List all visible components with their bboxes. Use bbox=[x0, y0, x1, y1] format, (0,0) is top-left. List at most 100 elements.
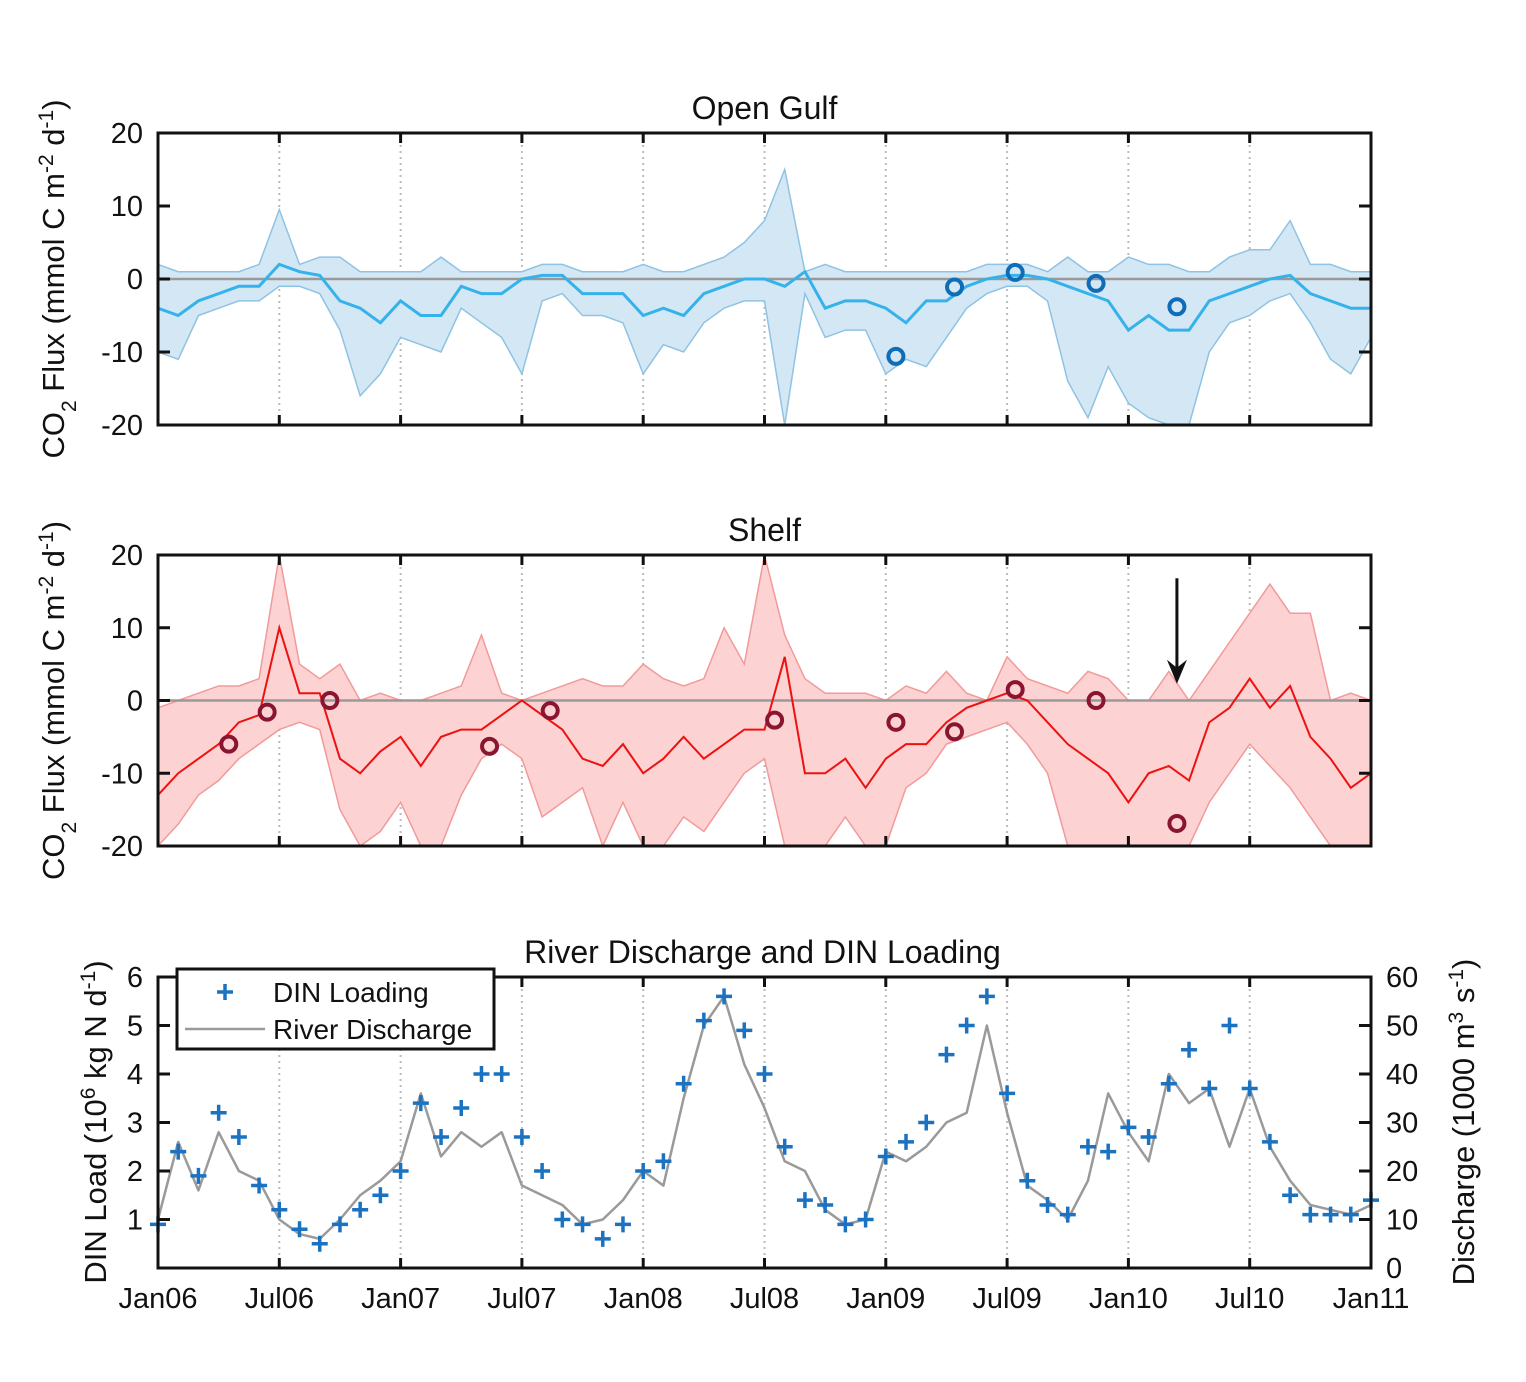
y-right-axis-label-part: 3 bbox=[1445, 1012, 1468, 1024]
x-tick-label: Jan11 bbox=[1333, 1283, 1410, 1315]
y-right-axis-label-part: ) bbox=[1446, 959, 1481, 969]
din-loading-marker bbox=[352, 1201, 369, 1218]
y-left-axis-label-part: 6 bbox=[77, 1088, 100, 1100]
y-tick-label: 20 bbox=[111, 540, 143, 572]
y-left-axis-label-part: -1 bbox=[77, 971, 100, 990]
din-loading-marker bbox=[614, 1216, 631, 1233]
observation-marker bbox=[765, 710, 785, 730]
din-loading-marker bbox=[1140, 1129, 1157, 1146]
x-tick-label: Jul10 bbox=[1215, 1283, 1284, 1315]
y-axis-label-part: CO bbox=[36, 412, 71, 459]
y-axis-label: CO2 Flux (mmol C m-2 d-1) bbox=[35, 521, 81, 880]
x-tick-label: Jan10 bbox=[1089, 1283, 1168, 1315]
din-loading-marker bbox=[190, 1167, 207, 1184]
y-right-axis-label-part: Discharge (1000 m bbox=[1446, 1023, 1481, 1285]
y-left-tick-label: 5 bbox=[127, 1011, 143, 1043]
y-axis-label-part: 2 bbox=[58, 400, 81, 412]
legend-label-discharge: River Discharge bbox=[273, 1014, 472, 1045]
y-right-axis-label-part: -1 bbox=[1445, 969, 1468, 988]
din-loading-marker bbox=[493, 1066, 510, 1082]
din-loading-marker bbox=[898, 1133, 915, 1150]
din-loading-marker bbox=[331, 1216, 348, 1233]
observation-marker bbox=[257, 702, 277, 722]
panel-title: Open Gulf bbox=[692, 90, 838, 126]
x-tick-label: Jul06 bbox=[245, 1283, 314, 1315]
y-tick-label: 20 bbox=[111, 118, 143, 150]
y-right-tick-label: 50 bbox=[1386, 1011, 1418, 1043]
din-loading-marker bbox=[453, 1099, 470, 1116]
y-left-axis-label-part: ) bbox=[78, 960, 113, 970]
din-loading-marker bbox=[513, 1129, 530, 1146]
din-loading-marker bbox=[655, 1153, 672, 1170]
observation-marker bbox=[1005, 680, 1025, 700]
observation-marker bbox=[1086, 273, 1106, 293]
y-tick-label: -20 bbox=[101, 410, 143, 442]
y-tick-label: 10 bbox=[111, 613, 143, 645]
din-loading-marker bbox=[473, 1066, 490, 1082]
y-right-tick-label: 10 bbox=[1386, 1205, 1418, 1237]
din-loading-marker bbox=[1059, 1206, 1076, 1223]
x-tick-label: Jul07 bbox=[487, 1283, 556, 1315]
din-loading-marker bbox=[1039, 1196, 1056, 1213]
observation-marker bbox=[1005, 262, 1025, 282]
y-axis-label-part: -1 bbox=[35, 531, 58, 550]
observation-marker bbox=[219, 734, 239, 754]
din-loading-marker bbox=[1342, 1206, 1359, 1223]
y-axis-label-part: -1 bbox=[35, 110, 58, 129]
din-loading-marker bbox=[1241, 1080, 1258, 1097]
din-loading-marker bbox=[1120, 1119, 1137, 1136]
y-axis-label-part: d bbox=[36, 128, 71, 154]
din-loading-marker bbox=[433, 1129, 450, 1146]
din-loading-marker bbox=[736, 1022, 753, 1039]
panel-title: Shelf bbox=[728, 512, 801, 548]
din-loading-marker bbox=[574, 1216, 591, 1233]
din-loading-marker bbox=[594, 1230, 611, 1247]
panel-title: River Discharge and DIN Loading bbox=[524, 934, 1001, 970]
din-loading-marker bbox=[716, 988, 733, 1005]
din-loading-marker bbox=[392, 1163, 409, 1179]
din-loading-marker bbox=[756, 1066, 773, 1082]
y-axis-label-part: d bbox=[36, 550, 71, 576]
y-left-tick-label: 4 bbox=[127, 1059, 143, 1091]
din-loading-marker bbox=[1261, 1133, 1278, 1150]
observation-marker bbox=[886, 712, 906, 732]
x-tick-label: Jul09 bbox=[972, 1283, 1041, 1315]
arrow-head bbox=[1166, 659, 1187, 684]
observation-marker bbox=[480, 736, 500, 756]
uncertainty-band bbox=[158, 169, 1371, 425]
observation-marker bbox=[886, 346, 906, 366]
y-right-tick-label: 0 bbox=[1386, 1253, 1402, 1285]
y-axis-label-part: Flux (mmol C m bbox=[36, 173, 71, 400]
din-loading-marker bbox=[918, 1114, 935, 1131]
din-loading-marker bbox=[635, 1163, 652, 1179]
y-axis-label-part: -2 bbox=[35, 576, 58, 595]
din-loading-marker bbox=[1019, 1172, 1036, 1189]
din-loading-marker bbox=[796, 1192, 813, 1209]
din-loading-marker bbox=[675, 1075, 692, 1092]
y-right-tick-label: 40 bbox=[1386, 1059, 1418, 1091]
mean-flux-line bbox=[157, 623, 1372, 805]
observation-marker bbox=[945, 277, 965, 297]
legend-label-din: DIN Loading bbox=[273, 977, 429, 1008]
river-discharge-line bbox=[156, 995, 1372, 1241]
y-right-tick-label: 30 bbox=[1386, 1108, 1418, 1140]
observation-marker bbox=[1086, 691, 1106, 710]
din-loading-marker bbox=[554, 1211, 571, 1228]
y-left-tick-label: 3 bbox=[127, 1108, 143, 1140]
y-left-tick-label: 2 bbox=[127, 1156, 143, 1188]
din-loading-marker bbox=[1221, 1017, 1238, 1034]
y-axis-label-part: ) bbox=[36, 521, 71, 531]
din-loading-marker bbox=[1302, 1206, 1319, 1223]
y-axis-label-part: CO bbox=[36, 834, 71, 881]
mean-flux-line bbox=[157, 262, 1371, 333]
y-right-axis-label-part: s bbox=[1446, 988, 1481, 1012]
din-loading-marker bbox=[1322, 1206, 1339, 1223]
din-loading-marker bbox=[978, 988, 995, 1005]
y-left-axis-label-part: DIN Load (10 bbox=[78, 1099, 113, 1283]
y-tick-label: -10 bbox=[101, 758, 143, 790]
din-loading-marker bbox=[291, 1221, 308, 1238]
din-loading-marker bbox=[271, 1201, 288, 1218]
y-left-axis-label: DIN Load (106 kg N d-1) bbox=[77, 960, 114, 1283]
din-loading-marker bbox=[210, 1104, 227, 1121]
